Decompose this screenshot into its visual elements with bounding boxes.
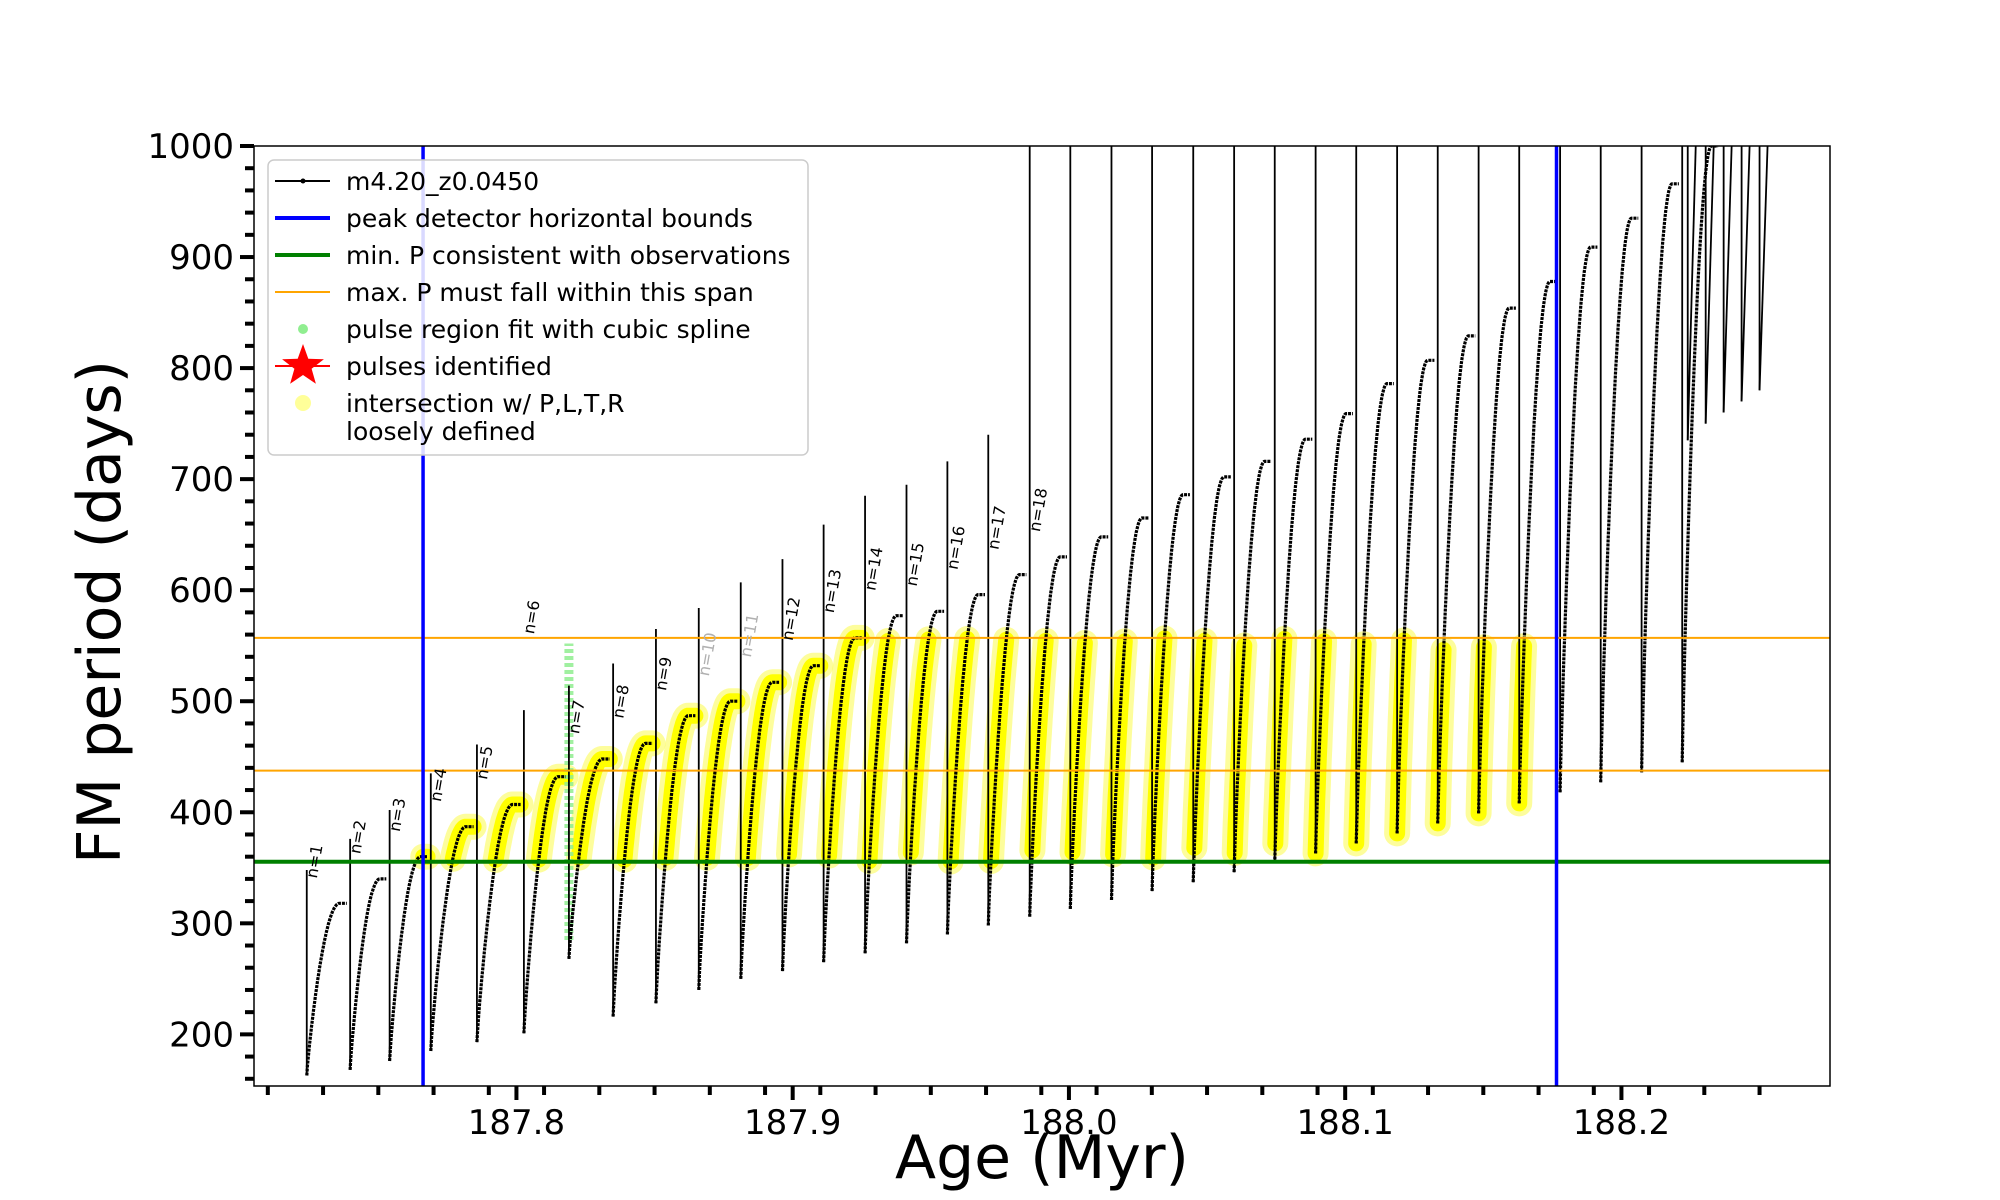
y-tick-label-600: 600 — [169, 571, 234, 611]
y-tick-label-1000: 1000 — [147, 127, 234, 167]
track-pulse-13 — [822, 636, 862, 963]
legend-swatch-dot-6 — [295, 395, 311, 411]
plot-area — [254, 146, 1830, 1086]
x-tick-label-1: 187.9 — [744, 1103, 841, 1143]
track-pulse-28 — [1436, 334, 1476, 824]
track-tail-rise-3 — [1722, 146, 1733, 413]
y-tick-label-800: 800 — [169, 349, 234, 389]
pulse-label-9: n=9 — [651, 655, 676, 692]
x-tick-label-0: 187.8 — [468, 1103, 565, 1143]
track-pulse-27 — [1395, 358, 1435, 834]
pulse-label-7: n=7 — [564, 699, 589, 736]
y-tick-label-900: 900 — [169, 238, 234, 278]
pulse-label-2: n=2 — [345, 819, 370, 856]
y-tick-label-400: 400 — [169, 793, 234, 833]
y-tick-label-700: 700 — [169, 460, 234, 500]
pulse-label-4: n=4 — [426, 766, 451, 803]
track-pulse-7 — [567, 757, 610, 960]
track-tail-rise-1 — [1686, 146, 1697, 441]
track-pulse-11 — [739, 680, 780, 979]
legend-swatch-marker — [300, 178, 306, 184]
track-pulse-19 — [1068, 535, 1109, 909]
track-pulse-10 — [697, 699, 738, 990]
legend-box — [267, 159, 809, 456]
track-pulse-3 — [388, 855, 428, 1062]
track-pulse-1 — [305, 901, 347, 1076]
pulse-label-8: n=8 — [608, 683, 633, 720]
track-pulse-34 — [1680, 146, 1719, 763]
legend-label-0: m4.20_z0.0450 — [346, 167, 539, 196]
plot-layer: n=1n=2n=3n=4n=5n=6n=7 n=8n=9 n=10 n=11 n=12n… — [254, 146, 1830, 1086]
legend-label-2: min. P consistent with observations — [346, 241, 791, 270]
x-tick-label-2: 188.0 — [1020, 1103, 1117, 1143]
track-pulse-30 — [1517, 279, 1557, 804]
y-axis-label: FM period (days) — [65, 360, 135, 864]
track-pulse-6 — [522, 775, 566, 1034]
track-pulse-32 — [1599, 216, 1639, 783]
track-pulse-26 — [1354, 382, 1394, 844]
track-pulse-29 — [1477, 306, 1516, 814]
track-tail-rise-5 — [1758, 146, 1769, 391]
y-tick-label-200: 200 — [169, 1015, 234, 1055]
legend-label-5: pulses identified — [346, 352, 552, 381]
track-tail-rise-2 — [1704, 146, 1715, 424]
track-tail-rise-4 — [1740, 146, 1751, 402]
y-tick-label-500: 500 — [169, 682, 234, 722]
track-pulse-18 — [1028, 555, 1067, 917]
track-pulse-21 — [1150, 493, 1190, 892]
legend-star-icon — [282, 344, 324, 384]
track-pulse-2 — [348, 877, 387, 1070]
legend-label-4: pulse region fit with cubic spline — [346, 315, 751, 344]
track-pulse-15 — [904, 609, 945, 944]
track-pulse-20 — [1109, 516, 1149, 901]
track-pulse-12 — [780, 664, 821, 972]
track-pulse-31 — [1558, 245, 1598, 793]
legend-label-6: intersection w/ P,L,T,R — [346, 389, 625, 418]
pulse-label-5: n=5 — [472, 744, 497, 781]
legend-label-3: max. P must fall within this span — [346, 278, 754, 307]
legend-label-1: peak detector horizontal bounds — [346, 204, 753, 233]
axes-layer: 200 300 400 500 600 700 800 900 1000 187.8 187.9 18… — [147, 127, 1831, 1143]
x-tick-label-3: 188.1 — [1297, 1103, 1394, 1143]
track-pulse-5 — [475, 802, 521, 1043]
track-pulse-17 — [986, 573, 1027, 926]
track-pulse-25 — [1314, 412, 1353, 854]
x-axis-label: Age (Myr) — [895, 1123, 1189, 1193]
track-pulse-22 — [1191, 475, 1231, 883]
pulse-label-3: n=3 — [385, 796, 410, 833]
track-pulse-33 — [1640, 182, 1679, 773]
legend-swatch-dot-4 — [298, 324, 308, 334]
track-pulse-24 — [1273, 437, 1313, 864]
track-pulse-14 — [863, 614, 904, 954]
legend-label-6-line2: loosely defined — [346, 417, 536, 446]
track-pulse-8 — [611, 741, 653, 1017]
pulse-label-6: n=6 — [519, 599, 544, 636]
pulse-label-1: n=1 — [302, 843, 327, 880]
track-pulse-23 — [1232, 459, 1272, 873]
y-tick-label-300: 300 — [169, 904, 234, 944]
x-tick-label-4: 188.2 — [1573, 1103, 1670, 1143]
